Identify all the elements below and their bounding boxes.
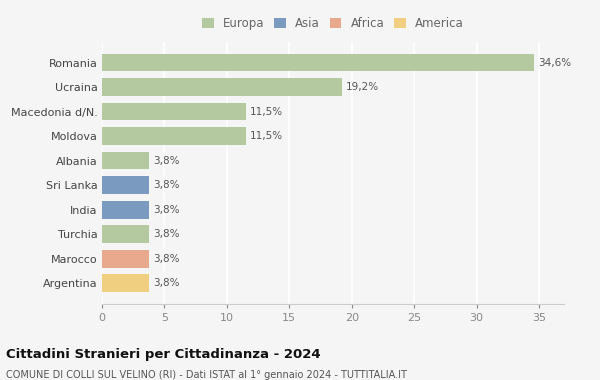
Legend: Europa, Asia, Africa, America: Europa, Asia, Africa, America	[199, 14, 467, 34]
Text: 3,8%: 3,8%	[153, 278, 179, 288]
Text: 34,6%: 34,6%	[538, 57, 571, 68]
Bar	[102, 274, 149, 292]
Text: COMUNE DI COLLI SUL VELINO (RI) - Dati ISTAT al 1° gennaio 2024 - TUTTITALIA.IT: COMUNE DI COLLI SUL VELINO (RI) - Dati I…	[6, 370, 407, 380]
Text: 11,5%: 11,5%	[250, 131, 283, 141]
Text: 3,8%: 3,8%	[153, 180, 179, 190]
Bar	[102, 54, 534, 71]
Text: 3,8%: 3,8%	[153, 205, 179, 215]
Bar	[102, 78, 342, 96]
Text: 3,8%: 3,8%	[153, 156, 179, 166]
Bar	[102, 201, 149, 218]
Text: Cittadini Stranieri per Cittadinanza - 2024: Cittadini Stranieri per Cittadinanza - 2…	[6, 348, 320, 361]
Bar	[102, 127, 245, 145]
Bar	[102, 176, 149, 194]
Bar	[102, 103, 245, 120]
Bar	[102, 250, 149, 268]
Text: 19,2%: 19,2%	[346, 82, 379, 92]
Bar	[102, 152, 149, 169]
Text: 3,8%: 3,8%	[153, 254, 179, 264]
Text: 11,5%: 11,5%	[250, 107, 283, 117]
Bar	[102, 225, 149, 243]
Text: 3,8%: 3,8%	[153, 229, 179, 239]
